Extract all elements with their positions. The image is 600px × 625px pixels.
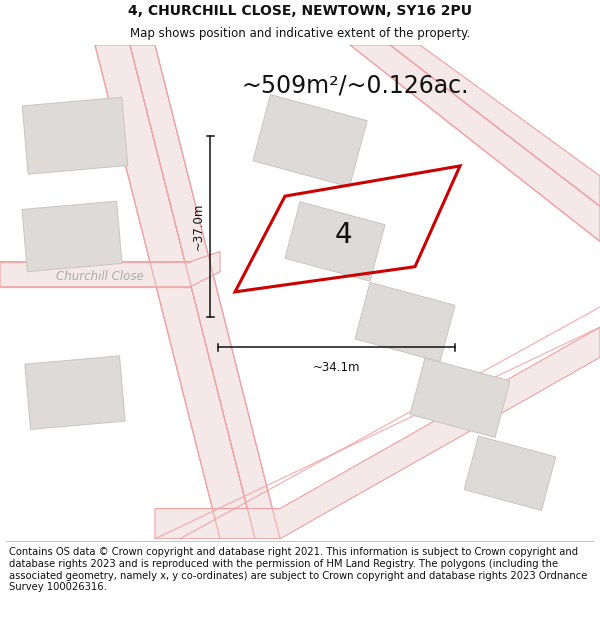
Polygon shape — [22, 97, 128, 174]
Text: Contains OS data © Crown copyright and database right 2021. This information is : Contains OS data © Crown copyright and d… — [9, 548, 587, 592]
Text: ~34.1m: ~34.1m — [313, 361, 360, 374]
Polygon shape — [390, 45, 600, 206]
Text: 4, CHURCHILL CLOSE, NEWTOWN, SY16 2PU: 4, CHURCHILL CLOSE, NEWTOWN, SY16 2PU — [128, 4, 472, 18]
Text: Map shows position and indicative extent of the property.: Map shows position and indicative extent… — [130, 28, 470, 40]
Text: ~37.0m: ~37.0m — [192, 202, 205, 250]
Text: Churchill Close: Churchill Close — [56, 270, 144, 283]
Polygon shape — [25, 356, 125, 429]
Polygon shape — [253, 94, 367, 187]
Polygon shape — [95, 45, 255, 539]
Text: 4: 4 — [335, 221, 353, 249]
Polygon shape — [155, 327, 600, 539]
Text: ~509m²/~0.126ac.: ~509m²/~0.126ac. — [241, 73, 469, 98]
Polygon shape — [410, 358, 510, 437]
Polygon shape — [350, 45, 600, 241]
Polygon shape — [285, 202, 385, 281]
Polygon shape — [130, 45, 280, 539]
Polygon shape — [22, 201, 122, 272]
Polygon shape — [355, 282, 455, 362]
Polygon shape — [0, 252, 220, 287]
Polygon shape — [464, 436, 556, 511]
